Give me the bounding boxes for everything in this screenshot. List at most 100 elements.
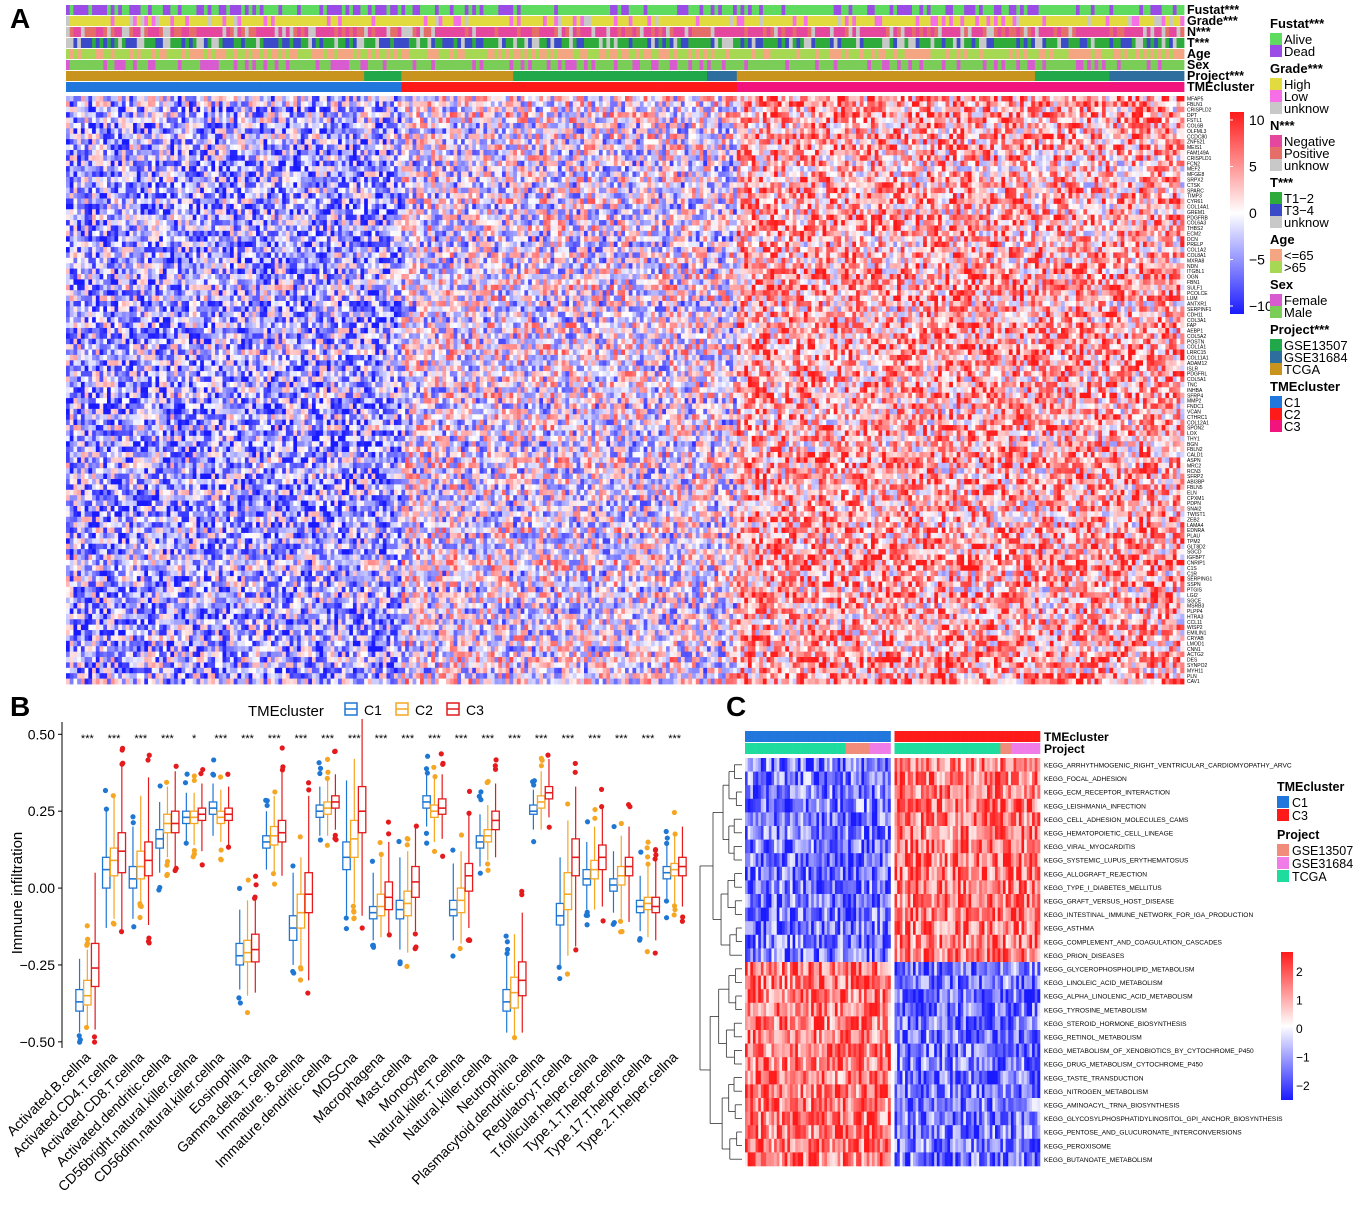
outlier-point	[671, 912, 677, 918]
outlier-point	[332, 835, 338, 842]
annotation-track-fustat	[66, 5, 1185, 15]
heatmap-row	[66, 317, 1185, 323]
outlier-point	[557, 975, 563, 982]
heatmap-row	[66, 279, 1185, 286]
significance-label: ***	[348, 733, 362, 745]
legend-title: Sex	[1270, 277, 1294, 292]
outlier-point	[317, 770, 323, 777]
outlier-point	[324, 842, 330, 848]
outlier-point	[423, 830, 430, 836]
heatmap-row	[66, 635, 1185, 642]
box-c1	[502, 933, 512, 1033]
box-body	[582, 868, 592, 886]
gene-label: CDH11	[1187, 312, 1203, 318]
heatmap-row	[66, 349, 1185, 356]
gene-label: OGN	[1187, 275, 1199, 281]
legend-swatch	[1270, 420, 1282, 432]
outlier-point	[317, 837, 324, 843]
heatmap-row	[745, 771, 1041, 786]
gene-label: TPM2	[1187, 539, 1201, 545]
gene-label: ACTG2	[1187, 652, 1204, 658]
gene-label: EDNRA	[1187, 528, 1205, 534]
y-axis-label: Immune infiltration	[9, 832, 26, 955]
panel-b-label: B	[10, 691, 30, 722]
heatmap-row	[66, 527, 1185, 534]
outlier-point	[182, 780, 189, 786]
pathway-labels: KEGG_ARRHYTHMOGENIC_RIGHT_VENTRICULAR_CA…	[1044, 763, 1292, 1164]
outlier-point	[485, 778, 491, 785]
legend-item-label: unknow	[1284, 101, 1329, 116]
annotation-label: Sex	[1187, 58, 1209, 72]
heatmap-row	[66, 630, 1185, 636]
heatmap-row	[66, 592, 1185, 599]
gene-label: MEIS1	[1187, 145, 1202, 151]
boxplot-legend: TMEcluster C1 C2 C3	[248, 702, 484, 720]
annotation-track-grade	[66, 16, 1185, 26]
legend-title: Fustat***	[1270, 16, 1325, 31]
outlier-point	[386, 831, 392, 837]
gene-label: EMILIN1	[1187, 631, 1207, 637]
pathway-label: KEGG_GLYCEROPHOSPHOLIPID_METABOLISM	[1044, 967, 1194, 974]
outlier-point	[431, 848, 438, 855]
outlier-point	[663, 898, 670, 904]
box-c2	[243, 877, 252, 1016]
pathway-label: KEGG_CELL_ADHESION_MOLECULES_CAMS	[1044, 817, 1189, 824]
heatmap-row	[66, 446, 1185, 453]
heatmap-row	[66, 300, 1185, 307]
legend-item-label: GSE31684	[1292, 857, 1353, 871]
outlier-point	[671, 809, 677, 816]
heatmap-row	[66, 462, 1185, 469]
box-body	[82, 979, 92, 1006]
heatmap-row	[66, 414, 1185, 421]
legend-item-label: C3	[1292, 809, 1308, 823]
gene-label: PLAU	[1187, 534, 1200, 540]
gene-label: MFGE8	[1187, 172, 1204, 178]
heatmap-row	[66, 473, 1185, 480]
gene-label: MFAP5	[1187, 97, 1204, 103]
y-tick-label: −0.50	[20, 1034, 56, 1050]
box-c2	[616, 820, 626, 935]
outlier-point	[405, 836, 411, 842]
legend-swatch	[1270, 249, 1282, 261]
outlier-point	[91, 1039, 98, 1045]
legend-item-label: C1	[364, 702, 382, 718]
outlier-point	[652, 856, 658, 862]
box-c1	[288, 863, 298, 976]
box-c3	[304, 780, 314, 996]
annotation-label: Project	[1044, 742, 1085, 756]
heatmap-row	[745, 962, 1041, 976]
heatmap-row	[66, 425, 1185, 431]
heatmap-row	[66, 419, 1185, 426]
outlier-point	[598, 786, 605, 793]
outlier-point	[164, 858, 171, 865]
legend-item-label: Male	[1284, 305, 1312, 320]
outlier-point	[377, 839, 383, 846]
heatmap-row	[66, 230, 1185, 237]
outlier-point	[545, 752, 551, 758]
color-scale-bar	[1281, 952, 1293, 1100]
significance-label: ***	[481, 733, 495, 745]
legend-swatch	[1270, 351, 1282, 363]
heatmap-row	[66, 117, 1185, 124]
pathway-label: KEGG_DRUG_METABOLISM_CYTOCHROME_P450	[1044, 1062, 1203, 1069]
box-c1	[101, 787, 111, 929]
heatmap-row	[66, 220, 1185, 226]
outlier-point	[103, 806, 110, 812]
heatmap-row	[66, 214, 1185, 221]
box-c1	[342, 780, 351, 932]
box-c1	[609, 823, 618, 927]
y-tick-label: 0.00	[28, 880, 55, 896]
outlier-point	[290, 968, 296, 975]
box-c2	[296, 834, 306, 983]
outlier-point	[386, 932, 392, 938]
y-tick-label: 0.25	[28, 803, 55, 819]
legend-item-label: Negative	[1284, 134, 1335, 149]
annotation-track-n	[66, 27, 1185, 37]
outlier-point	[412, 931, 418, 937]
heatmap-row	[66, 344, 1185, 350]
heatmap-row	[66, 268, 1185, 275]
outlier-point	[279, 767, 286, 773]
legend-item-label: C3	[1284, 419, 1301, 434]
pathway-heatmap	[745, 758, 1041, 1167]
heatmap-row	[66, 489, 1185, 496]
